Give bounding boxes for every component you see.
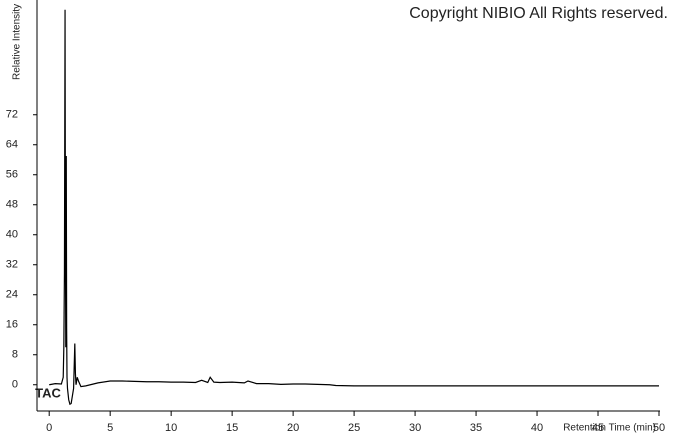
x-tick-label: 0: [46, 422, 52, 434]
x-axis-label: Retention Time (min): [563, 423, 656, 434]
x-tick-label: 5: [107, 422, 113, 434]
trace-line: [49, 9, 659, 406]
y-tick-label: 32: [6, 259, 18, 271]
copyright: Copyright NIBIO All Rights reserved.: [409, 5, 668, 22]
y-tick-label: 40: [6, 229, 18, 241]
x-tick-label: 25: [348, 422, 360, 434]
y-axis-label: Relative Intensity: [12, 4, 23, 80]
trace-label: TAC: [35, 385, 61, 400]
x-tick-label: 30: [409, 422, 421, 434]
y-tick-label: 56: [6, 169, 18, 181]
y-tick-label: 64: [6, 139, 18, 151]
y-tick-label: 24: [6, 289, 18, 301]
x-tick-label: 10: [165, 422, 177, 434]
y-tick-label: 8: [12, 349, 18, 361]
x-tick-label: 50: [653, 422, 665, 434]
y-tick-label: 72: [6, 109, 18, 121]
x-tick-label: 45: [592, 422, 604, 434]
x-tick-label: 40: [531, 422, 543, 434]
x-tick-label: 20: [287, 422, 299, 434]
y-tick-label: 16: [6, 319, 18, 331]
y-tick-label: 0: [12, 379, 18, 391]
x-tick-label: 35: [470, 422, 482, 434]
y-tick-label: 48: [6, 199, 18, 211]
x-tick-label: 15: [226, 422, 238, 434]
